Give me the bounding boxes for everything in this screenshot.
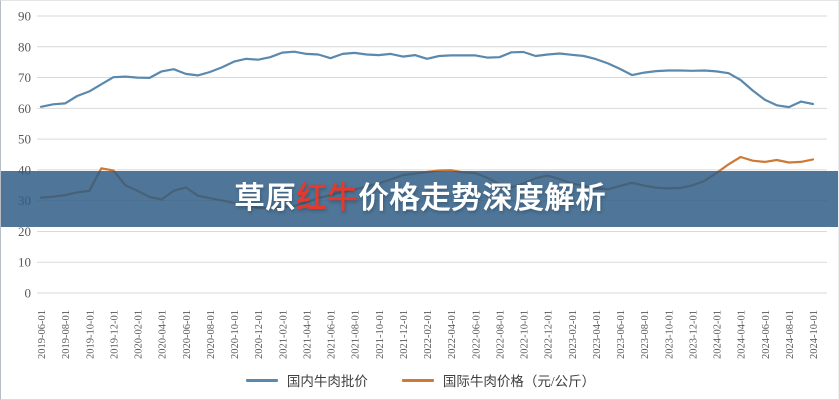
- international-line-swatch: [401, 378, 434, 382]
- chart-legend: 国内牛肉批价 国际牛肉价格（元/公斤）: [1, 367, 838, 393]
- x-tick-label: 2023-12-01: [688, 310, 699, 359]
- x-tick-label: 2024-06-01: [761, 310, 772, 359]
- y-tick-label: 10: [18, 255, 31, 270]
- x-tick-label: 2023-04-01: [592, 310, 603, 359]
- x-tick-label: 2021-02-01: [278, 310, 289, 359]
- x-tick-label: 2023-06-01: [616, 310, 627, 359]
- legend-label-international: 国际牛肉价格（元/公斤）: [442, 374, 596, 389]
- x-tick-label: 2023-02-01: [568, 310, 579, 359]
- x-tick-label: 2024-10-01: [809, 310, 820, 359]
- x-tick-label: 2021-10-01: [375, 310, 386, 359]
- y-tick-label: 50: [18, 132, 31, 147]
- x-tick-label: 2024-04-01: [737, 310, 748, 359]
- legend-item-domestic: 国内牛肉批价: [245, 370, 368, 390]
- x-tick-label: 2022-04-01: [447, 310, 458, 359]
- domestic-price-line: [39, 50, 815, 109]
- x-tick-label: 2022-02-01: [423, 310, 434, 359]
- y-tick-labels: 0102030405060708090: [18, 9, 31, 301]
- y-tick-label: 0: [25, 286, 32, 301]
- banner-title: 草原红牛价格走势深度解析: [235, 184, 607, 214]
- x-tick-label: 2020-06-01: [182, 310, 193, 359]
- legend-label-domestic: 国内牛肉批价: [286, 374, 368, 389]
- x-tick-label: 2020-08-01: [206, 310, 217, 359]
- y-tick-label: 20: [18, 224, 31, 239]
- banner-title-prefix: 草原: [234, 182, 297, 215]
- y-tick-label: 70: [18, 70, 31, 85]
- x-tick-label: 2022-12-01: [544, 310, 555, 359]
- x-tick-labels: 2019-06-01 2019-08-01 2019-10-01 2019-12-01…: [37, 310, 820, 359]
- x-tick-label: 2024-02-01: [713, 310, 724, 359]
- legend-item-international: 国际牛肉价格（元/公斤）: [401, 370, 596, 390]
- x-tick-label: 2022-10-01: [520, 310, 531, 359]
- title-banner: 草原红牛价格走势深度解析: [1, 171, 838, 227]
- x-tick-label: 2022-06-01: [471, 310, 482, 359]
- x-tick-label: 2019-10-01: [85, 310, 96, 359]
- x-tick-label: 2021-08-01: [351, 310, 362, 359]
- x-tick-label: 2020-02-01: [134, 310, 145, 359]
- x-tick-label: 2023-10-01: [664, 310, 675, 359]
- x-tick-label: 2021-04-01: [302, 310, 313, 359]
- y-tick-label: 90: [18, 9, 31, 24]
- domestic-line-swatch: [245, 378, 278, 382]
- banner-title-suffix: 价格走势深度解析: [358, 182, 607, 215]
- x-tick-label: 2021-06-01: [327, 310, 338, 359]
- y-tick-label: 60: [18, 101, 31, 116]
- x-tick-label: 2019-12-01: [109, 310, 120, 359]
- y-tick-label: 80: [18, 39, 31, 54]
- x-tick-label: 2019-08-01: [61, 310, 72, 359]
- x-tick-label: 2020-04-01: [158, 310, 169, 359]
- x-tick-label: 2020-10-01: [230, 310, 241, 359]
- x-tick-label: 2019-06-01: [37, 310, 48, 359]
- x-tick-label: 2024-08-01: [785, 310, 796, 359]
- x-tick-label: 2022-08-01: [495, 310, 506, 359]
- x-tick-label: 2020-12-01: [254, 310, 265, 359]
- banner-title-highlight: 红牛: [296, 182, 359, 215]
- x-tick-label: 2021-12-01: [399, 310, 410, 359]
- x-tick-label: 2023-08-01: [640, 310, 651, 359]
